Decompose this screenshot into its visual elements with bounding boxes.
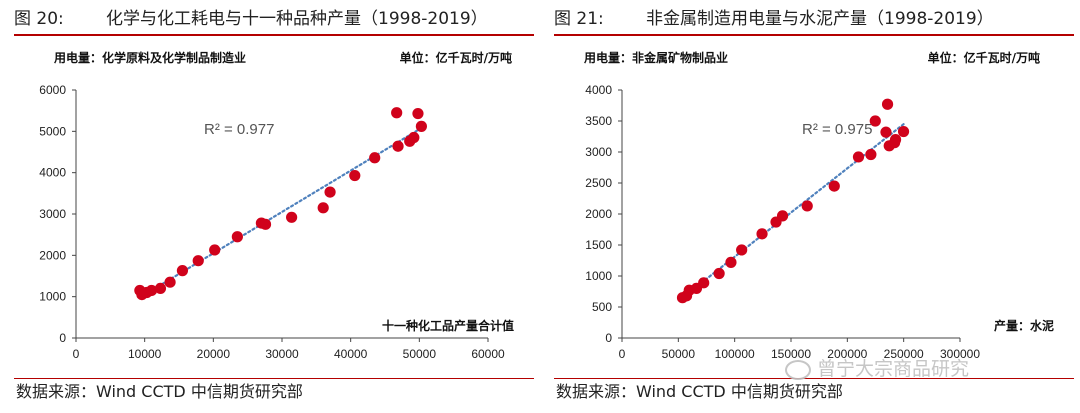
source-divider [14,378,534,379]
y-tick-label: 2000 [39,248,66,262]
x-tick-label: 10000 [128,347,162,361]
x-tick-label: 300000 [940,347,980,361]
y-tick-label: 3000 [585,145,612,159]
figure-20-title-text: 化学与化工耗电与十一种品种产量（1998-2019） [106,9,488,29]
unit-label: 单位：亿千瓦时/万吨 [400,50,512,65]
r-squared-label: R² = 0.975 [802,121,872,138]
data-point [231,231,243,243]
data-point [145,284,158,297]
y-axis-title: 用电量：化学原料及化学制品制造业 [53,50,246,65]
data-point [176,265,189,277]
data-point [881,98,894,110]
x-tick-label: 250000 [884,347,924,361]
figure-21-title-text: 非金属制造用电量与水泥产量（1998-2019） [646,9,994,29]
figure-21-title: 图 21: 非金属制造用电量与水泥产量（1998-2019） [554,6,1074,32]
data-point [369,152,381,164]
source-divider [554,378,1074,379]
y-tick-label: 0 [605,331,612,345]
data-point [286,211,298,223]
data-point [725,256,737,268]
y-tick-label: 500 [592,300,612,314]
data-point [713,267,725,280]
title-divider [554,34,1074,36]
watermark-text: 曾宁大宗商品研究 [817,358,970,380]
x-axis-title: 十一种化工品产量合计值 [382,318,514,333]
figure-20-title: 图 20: 化学与化工耗电与十一种品种产量（1998-2019） [14,6,534,32]
data-point [209,244,221,256]
data-point [192,255,204,267]
figure-20-scatter-chart: 用电量：化学原料及化学制品制造业 单位：亿千瓦时/万吨 0 1000 2000 3000 4… [39,50,514,361]
y-tick-label: 1500 [585,238,612,252]
data-point [897,125,910,138]
data-point [852,151,865,163]
data-point [259,218,272,230]
figure-20-source: 数据来源：Wind CCTD 中信期货研究部 [16,382,303,401]
y-tick-label: 2500 [585,176,612,190]
x-tick-label: 60000 [471,347,505,361]
r-squared-label: R² = 0.977 [204,121,274,138]
data-point [324,186,336,198]
figure-21-source: 数据来源：Wind CCTD 中信期货研究部 [556,382,843,401]
data-point [888,137,901,149]
y-tick-label: 0 [59,331,66,345]
title-divider [14,34,534,36]
y-tick-label: 1000 [39,290,66,304]
x-tick-label: 150000 [771,347,811,361]
data-point [776,210,789,222]
y-axis-title: 用电量：非金属矿物制品业 [583,50,728,65]
x-tick-label: 50000 [662,347,696,361]
x-axis-title: 产量：水泥 [994,318,1054,333]
figure-21-scatter-chart: 用电量：非金属矿物制品业 单位：亿千瓦时/万吨 0 500 1000 1500 2000 25… [583,50,1054,361]
data-point [317,202,329,214]
data-point [736,244,748,256]
y-tick-label: 4000 [585,83,612,97]
x-tick-label: 200000 [827,347,867,361]
figure-20-number: 图 20: [14,9,64,29]
wechat-icon [785,359,811,380]
data-point [164,276,176,288]
data-point [801,200,813,212]
data-point [392,140,404,152]
figure-21-number: 图 21: [554,9,604,29]
y-tick-label: 1000 [585,269,612,283]
data-point [828,180,840,192]
data-point [349,169,361,182]
x-tick-label: 100000 [715,347,755,361]
data-point [698,277,710,289]
data-point [408,131,420,144]
y-tick-label: 3500 [585,114,612,128]
y-tick-label: 5000 [39,124,66,138]
y-tick-label: 6000 [39,83,66,97]
data-point [880,126,892,138]
y-tick-label: 2000 [585,207,612,221]
data-point [756,228,768,240]
watermark: 曾宁大宗商品研究 [785,354,969,381]
data-point [865,148,877,161]
unit-label: 单位：亿千瓦时/万吨 [928,50,1040,65]
data-point [391,107,403,119]
data-point [415,120,427,132]
x-tick-label: 0 [619,347,626,361]
data-point [154,282,167,294]
y-tick-label: 3000 [39,207,66,221]
figure-21-panel: 图 21: 非金属制造用电量与水泥产量（1998-2019） 用电量：非金属矿物制… [554,0,1074,413]
data-point [869,115,881,127]
x-tick-label: 50000 [403,347,437,361]
y-tick-label: 4000 [39,166,66,180]
figure-20-panel: 图 20: 化学与化工耗电与十一种品种产量（1998-2019） 用电量：化学原料… [14,0,534,413]
x-tick-label: 20000 [197,347,231,361]
x-tick-label: 0 [73,347,80,361]
x-tick-label: 30000 [265,347,299,361]
x-tick-label: 40000 [334,347,368,361]
data-point [412,107,424,120]
